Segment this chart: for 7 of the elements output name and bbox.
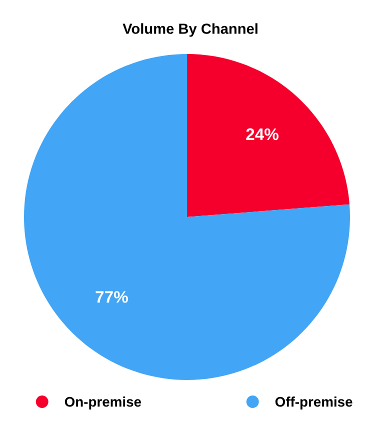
data-label: 77%: [96, 291, 128, 303]
legend-label: On-premise: [64, 396, 142, 410]
legend-label: Off-premise: [275, 396, 352, 410]
chart-title: Volume By Channel: [122, 23, 258, 37]
pie-slice: [24, 54, 350, 380]
pie-slice: [187, 54, 350, 217]
data-label: 24%: [246, 128, 279, 140]
